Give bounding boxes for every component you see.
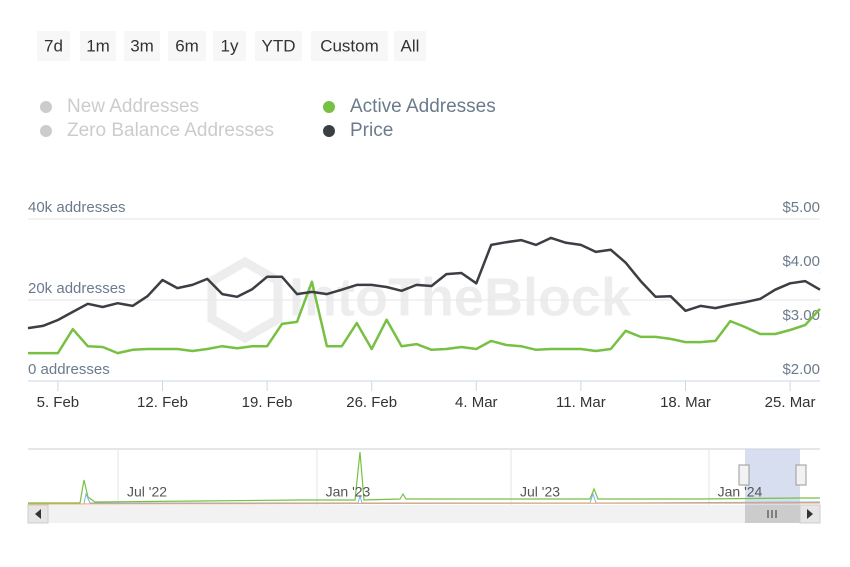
x-tick-label: 26. Feb (346, 394, 397, 411)
x-tick-label: 25. Mar (765, 394, 816, 411)
legend-symbol[interactable] (40, 125, 52, 137)
x-tick-label: 5. Feb (37, 394, 80, 411)
arrow (35, 509, 41, 519)
navigator-line (28, 451, 820, 504)
range-button-label[interactable]: YTD (262, 36, 296, 55)
range-button-label[interactable]: 1y (221, 36, 239, 55)
x-tick-label: 18. Mar (660, 394, 711, 411)
navigator-handle[interactable] (738, 464, 750, 486)
y2-tick-label: $4.00 (782, 253, 820, 270)
range-button[interactable] (168, 31, 206, 61)
navigator-selection[interactable] (745, 449, 800, 505)
navigator-label: Jul '22 (127, 484, 167, 500)
range-button-label[interactable]: 1m (86, 36, 110, 55)
scrollbar-track[interactable] (28, 505, 820, 523)
navigator-line (28, 492, 821, 505)
navigator-label: Jul '23 (520, 484, 560, 500)
legend-label[interactable]: Active Addresses (350, 96, 496, 117)
grip (767, 510, 777, 518)
range-button-label[interactable]: 7d (44, 36, 63, 55)
range-button[interactable] (311, 31, 388, 61)
legend-symbol[interactable] (323, 125, 335, 137)
navigator-handle[interactable] (795, 464, 807, 486)
series-line (27, 236, 821, 330)
legend-symbol[interactable] (40, 101, 52, 113)
navigator-label: Jan '23 (326, 484, 371, 500)
legend-label[interactable]: Zero Balance Addresses (67, 120, 274, 141)
y-tick-label: 20k addresses (28, 280, 126, 297)
x-tick-label: 4. Mar (455, 394, 498, 411)
range-button[interactable] (394, 31, 426, 61)
navigator-line (27, 502, 821, 505)
y2-tick-label: $5.00 (782, 199, 820, 216)
y-tick-label: 40k addresses (28, 199, 126, 216)
navigator (27, 448, 821, 524)
y2-tick-label: $2.00 (782, 361, 820, 378)
range-button-label[interactable]: Custom (320, 36, 379, 55)
range-button[interactable] (80, 31, 116, 61)
range-button-label[interactable]: All (401, 36, 420, 55)
x-tick-label: 19. Feb (242, 394, 293, 411)
y-tick-label: 0 addresses (28, 361, 110, 378)
range-button[interactable] (213, 31, 246, 61)
range-button-label[interactable]: 6m (175, 36, 199, 55)
arrow (807, 509, 813, 519)
legend-label[interactable]: New Addresses (67, 96, 199, 117)
x-tick-label: 12. Feb (137, 394, 188, 411)
navigator-label: Jan '24 (718, 484, 763, 500)
range-button[interactable] (124, 31, 160, 61)
watermark: IntoTheBlock (289, 267, 632, 327)
x-tick-label: 11. Mar (556, 394, 606, 411)
range-button-label[interactable]: 3m (130, 36, 154, 55)
range-button[interactable] (37, 31, 70, 61)
legend-label[interactable]: Price (350, 120, 393, 141)
legend-symbol[interactable] (323, 101, 335, 113)
watermark-logo (207, 256, 283, 344)
range-button[interactable] (255, 31, 302, 61)
series-line (28, 280, 821, 355)
